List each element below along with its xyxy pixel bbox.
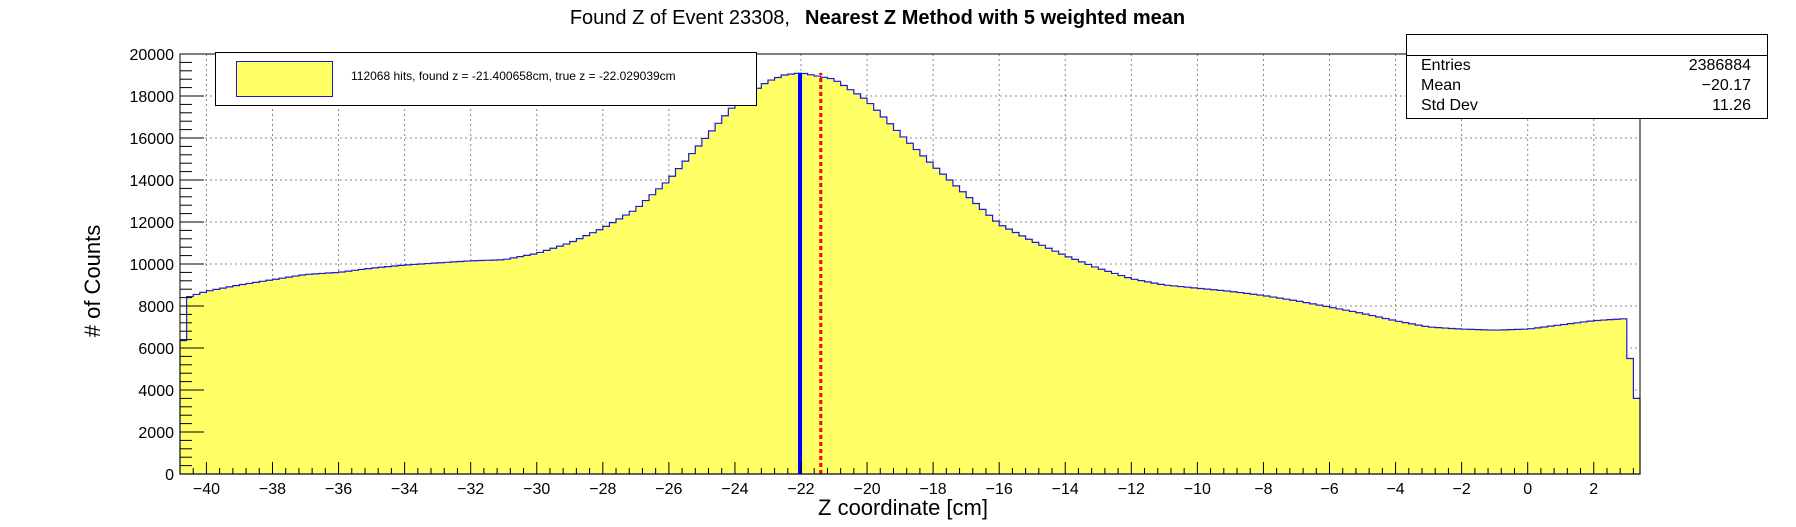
stats-label: Entries	[1421, 57, 1471, 74]
chart-title-part2: Nearest Z Method with 5 weighted mean	[805, 7, 1185, 29]
y-tick-label: 6000	[138, 341, 174, 358]
x-tick-label: −22	[787, 481, 814, 498]
legend-swatch	[236, 61, 333, 97]
x-tick-label: −18	[920, 481, 947, 498]
x-tick-label: −16	[986, 481, 1013, 498]
stats-label: Std Dev	[1421, 97, 1478, 114]
x-tick-label: −26	[655, 481, 682, 498]
axes: −40 −38 −36 −34 −32 −30 −28 −26 −24 −22 −20 −18 −16−…	[130, 47, 1641, 498]
z-markers	[798, 72, 823, 474]
x-tick-label: −34	[391, 481, 418, 498]
stats-box: Entries 2386884 Mean −20.17 Std Dev 11.2…	[1406, 34, 1768, 119]
x-axis-label: Z coordinate [cm]	[818, 495, 988, 520]
y-tick-label: 0	[165, 467, 174, 484]
x-tick-label: −36	[325, 481, 352, 498]
stats-box-header	[1407, 35, 1767, 56]
x-tick-label: −40	[193, 481, 220, 498]
x-tick-label: −4	[1386, 481, 1404, 498]
x-tick-label: −6	[1320, 481, 1338, 498]
x-tick-label: −12	[1118, 481, 1145, 498]
stats-value: −20.17	[1701, 77, 1751, 94]
x-tick-label: 0	[1523, 481, 1532, 498]
x-tick-label: −32	[457, 481, 484, 498]
x-tick-label: −14	[1052, 481, 1079, 498]
y-tick-label: 20000	[130, 47, 175, 64]
histogram-series	[179, 72, 1641, 475]
x-tick-label: −30	[523, 481, 550, 498]
histogram-bars	[179, 72, 1641, 475]
chart-title-part1: Found Z of Event 23308,	[570, 7, 790, 29]
stats-value: 2386884	[1688, 57, 1751, 74]
y-tick-label: 8000	[138, 299, 174, 316]
y-tick-label: 10000	[130, 257, 175, 274]
x-tick-label: −10	[1184, 481, 1211, 498]
legend-entry-text: 112068 hits, found z = -21.400658cm, tru…	[351, 69, 676, 83]
y-tick-label: 18000	[130, 89, 175, 106]
stats-value: 11.26	[1712, 97, 1751, 114]
x-tick-label: −2	[1453, 481, 1471, 498]
stats-label: Mean	[1421, 77, 1462, 94]
y-tick-label: 16000	[130, 131, 175, 148]
stats-row-std-dev: Std Dev 11.26	[1407, 96, 1767, 116]
y-tick-label: 4000	[138, 383, 174, 400]
legend: 112068 hits, found z = -21.400658cm, tru…	[215, 52, 757, 106]
y-tick-label: 2000	[138, 425, 174, 442]
x-tick-label: −8	[1254, 481, 1272, 498]
stats-row-entries: Entries 2386884	[1407, 56, 1767, 76]
y-tick-label: 14000	[130, 173, 175, 190]
stats-row-mean: Mean −20.17	[1407, 76, 1767, 96]
x-tick-label: −20	[853, 481, 880, 498]
x-tick-label: −38	[259, 481, 286, 498]
y-axis-label: # of Counts	[80, 225, 105, 338]
x-tick-label: −28	[589, 481, 616, 498]
x-tick-label: 2	[1589, 481, 1598, 498]
x-tick-label: −24	[721, 481, 748, 498]
y-tick-label: 12000	[130, 215, 175, 232]
